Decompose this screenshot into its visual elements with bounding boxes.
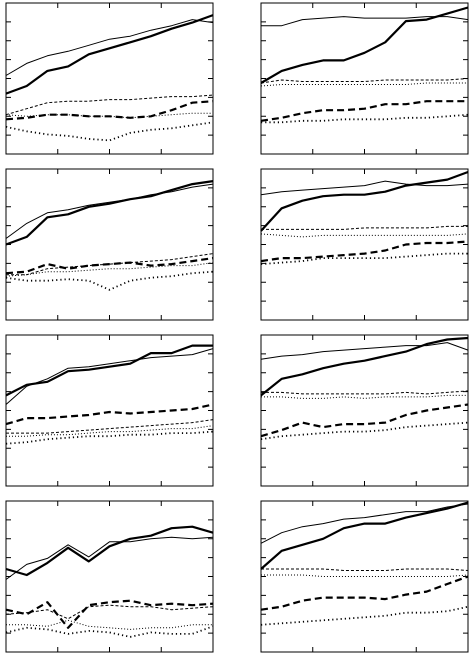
series-line-thick-dashed: [260, 100, 468, 122]
series-line-thick-dashed: [5, 599, 214, 629]
series-line-thin-dashed: [260, 78, 469, 84]
series-line-thick-solid: [260, 336, 469, 397]
series-line-thin-dotted: [260, 82, 468, 87]
series-line-thick-dashed: [260, 575, 469, 611]
series-line-thin-solid: [260, 503, 469, 544]
panel-3: [5, 168, 214, 321]
series-line-thick-dashed: [5, 403, 214, 426]
series-line-thin-solid: [5, 348, 214, 405]
series-line-thin-dashed: [6, 253, 214, 276]
series-line-thin-dashed: [261, 390, 469, 395]
series-line-thin-dashed: [5, 94, 214, 116]
panel-7: [5, 500, 214, 653]
series-line-thin-dotted: [261, 394, 468, 399]
series-line-thick-dashed: [5, 257, 214, 275]
series-line-thick-solid: [260, 170, 469, 232]
panel-frame: [5, 168, 214, 321]
series-line-thin-solid: [261, 16, 469, 27]
series-line-thin-solid: [5, 536, 214, 580]
series-line-thick-dotted: [5, 270, 214, 291]
panel-4: [260, 168, 469, 321]
series-line-thick-dotted: [5, 121, 214, 142]
series-line-thick-dotted: [260, 421, 469, 441]
series-line-thin-dashed: [261, 568, 469, 571]
series-line-thin-dotted: [261, 574, 469, 577]
series-line-thick-solid: [5, 344, 213, 397]
series-line-thick-dashed: [260, 240, 469, 263]
series-line-thick-dotted: [261, 113, 469, 124]
series-line-thick-solid: [260, 6, 469, 84]
panel-2: [260, 2, 469, 155]
series-line-thick-dashed: [5, 100, 214, 121]
series-line-thick-solid: [5, 525, 214, 577]
series-line-thick-dotted: [260, 252, 468, 265]
series-line-thick-dotted: [5, 430, 214, 445]
panel-5: [5, 334, 214, 487]
panel-8: [260, 500, 469, 653]
panel-frame: [260, 168, 469, 321]
series-line-thin-dotted: [6, 425, 214, 437]
series-line-thin-solid: [5, 183, 214, 239]
series-line-thin-solid: [260, 342, 469, 360]
panel-6: [260, 334, 469, 487]
series-line-thick-solid: [260, 501, 469, 570]
panel-frame: [260, 334, 469, 487]
series-line-thin-dotted: [6, 619, 213, 630]
series-line-thick-solid: [5, 180, 214, 246]
series-line-thick-solid: [5, 14, 214, 95]
panel-frame: [5, 500, 214, 653]
series-line-thin-dashed: [6, 419, 214, 434]
series-line-thin-dotted: [260, 233, 469, 238]
panel-1: [5, 2, 214, 155]
series-line-thick-dashed: [260, 403, 469, 438]
series-line-thick-dotted: [260, 605, 469, 626]
series-line-thin-dashed: [261, 225, 468, 230]
series-line-thin-solid: [260, 180, 469, 196]
series-line-thin-solid: [5, 19, 214, 76]
panel-frame: [260, 2, 469, 155]
